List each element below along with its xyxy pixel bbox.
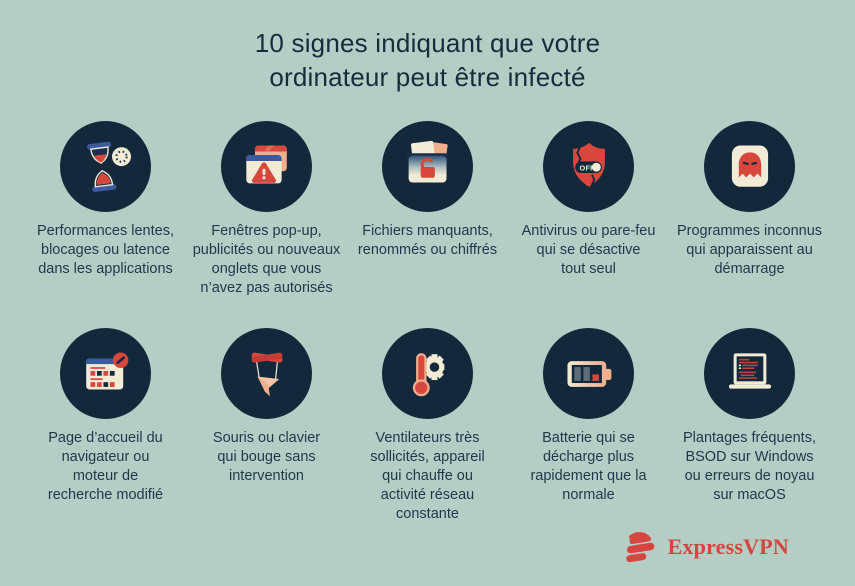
sign-icon-circle: OFF xyxy=(543,121,634,212)
sign-icon-circle xyxy=(704,121,795,212)
sign-icon-circle xyxy=(60,121,151,212)
thermometer-gear-icon xyxy=(412,352,444,396)
svg-text:OFF: OFF xyxy=(579,163,595,172)
signs-row-2: Page d’accueil du navigateur ou moteur d… xyxy=(0,328,855,524)
popup-warning-icon xyxy=(245,144,287,183)
sign-item: Batterie qui se décharge plus rapidement… xyxy=(508,328,669,505)
sign-icon-circle xyxy=(704,328,795,419)
page-title: 10 signes indiquant que votre ordinateur… xyxy=(254,28,601,92)
sign-item: Souris ou clavier qui bouge sans interve… xyxy=(186,328,347,486)
brand-footer: ExpressVPN xyxy=(622,530,789,564)
expressvpn-logo-icon xyxy=(625,532,654,563)
sign-item: Fenêtres pop-up, publicités ou nouveaux … xyxy=(186,121,347,298)
puppet-cursor-icon xyxy=(251,352,282,396)
browser-modified-icon xyxy=(85,351,128,389)
sign-item: Page d’accueil du navigateur ou moteur d… xyxy=(25,328,186,505)
sign-label: Performances lentes, blocages ou latence… xyxy=(36,223,174,277)
sign-item: Plantages fréquents, BSOD sur Windows ou… xyxy=(669,328,830,505)
sign-item: Ventilateurs très sollicités, appareil q… xyxy=(347,328,508,524)
sign-label: Antivirus ou pare-feu qui se désactive t… xyxy=(521,223,656,277)
sign-icon-circle xyxy=(221,328,312,419)
sign-label: Fichiers manquants, renommés ou chiffrés xyxy=(357,223,498,258)
sign-label: Plantages fréquents, BSOD sur Windows ou… xyxy=(682,430,816,503)
shield-off-icon: OFF xyxy=(572,142,605,187)
signs-row-1: Performances lentes, blocages ou latence… xyxy=(0,121,855,298)
hourglass-loading-icon xyxy=(86,141,131,192)
ghost-program-icon xyxy=(731,144,768,187)
sign-item: Performances lentes, blocages ou latence… xyxy=(25,121,186,279)
sign-icon-circle xyxy=(543,328,634,419)
sign-item: Programmes inconnus qui apparaissent au … xyxy=(669,121,830,279)
sign-icon-circle xyxy=(382,328,473,419)
sign-item: Fichiers manquants, renommés ou chiffrés xyxy=(347,121,508,260)
sign-label: Souris ou clavier qui bouge sans interve… xyxy=(212,430,321,484)
sign-icon-circle xyxy=(382,121,473,212)
battery-drain-icon xyxy=(566,360,611,387)
sign-item: OFF Antivirus ou pare-feu qui se désacti… xyxy=(508,121,669,279)
sign-label: Fenêtres pop-up, publicités ou nouveaux … xyxy=(192,223,341,296)
sign-label: Page d’accueil du navigateur ou moteur d… xyxy=(47,430,164,503)
sign-label: Programmes inconnus qui apparaissent au … xyxy=(676,223,823,277)
unlocked-folder-icon xyxy=(406,140,448,182)
sign-label: Batterie qui se décharge plus rapidement… xyxy=(530,430,647,503)
sign-icon-circle xyxy=(221,121,312,212)
sign-icon-circle xyxy=(60,328,151,419)
brand-wordmark: ExpressVPN xyxy=(667,534,789,559)
laptop-crash-icon xyxy=(728,352,771,389)
sign-label: Ventilateurs très sollicités, appareil q… xyxy=(370,430,485,522)
